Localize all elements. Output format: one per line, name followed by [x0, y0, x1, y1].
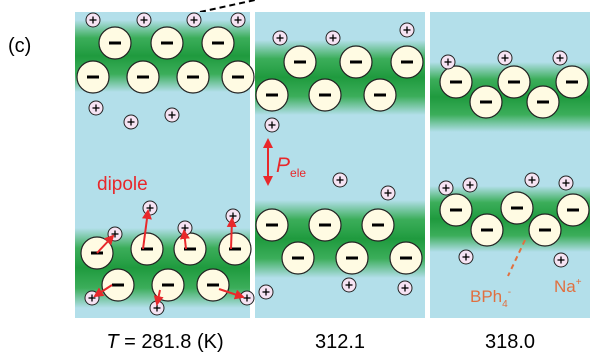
- cation: [398, 281, 412, 295]
- cation: [265, 118, 279, 132]
- anion: [282, 242, 314, 274]
- cation: [559, 176, 573, 190]
- figure: (c) dipole Pele BPh4- Na+ T = 281.8 (K) …: [0, 0, 590, 356]
- cation: [439, 181, 453, 195]
- cation: [326, 31, 340, 45]
- anion: [309, 79, 341, 111]
- anion: [471, 214, 503, 246]
- cation: [187, 13, 201, 27]
- anion: [527, 86, 559, 118]
- cation: [143, 201, 157, 215]
- anion: [219, 233, 251, 265]
- cation: [525, 173, 539, 187]
- dipole-arrow: [231, 219, 232, 249]
- anion: [529, 214, 561, 246]
- cation: [231, 13, 245, 27]
- cation: [259, 285, 273, 299]
- anion: [127, 61, 159, 93]
- anion: [309, 209, 341, 241]
- text: Na: [554, 277, 576, 296]
- cation: [333, 173, 347, 187]
- temperature-label: 318.0: [485, 331, 535, 353]
- superscript: -: [508, 287, 511, 298]
- dipole-label: dipole: [97, 174, 148, 195]
- anion: [174, 233, 206, 265]
- cation: [137, 13, 151, 27]
- anion: [284, 46, 316, 78]
- anion: [177, 61, 209, 93]
- cation: [498, 51, 512, 65]
- anion: [202, 27, 234, 59]
- temperature-label: 312.1: [315, 331, 365, 353]
- text: = 281.8 (K): [124, 331, 224, 353]
- anion: [77, 61, 109, 93]
- cation: [124, 115, 138, 129]
- text: BPh: [470, 287, 502, 306]
- anion: [102, 269, 134, 301]
- anion: [99, 27, 131, 59]
- anion: [390, 242, 422, 274]
- superscript: +: [576, 277, 582, 288]
- anion: [152, 269, 184, 301]
- anion: [340, 46, 372, 78]
- anion: [498, 66, 530, 98]
- anion: [391, 46, 423, 78]
- anion: [256, 79, 288, 111]
- anion: [440, 194, 472, 226]
- anion: [557, 194, 589, 226]
- anion: [131, 233, 163, 265]
- symbol: P: [276, 154, 290, 177]
- cation: [459, 250, 473, 264]
- anion: [501, 192, 533, 224]
- anion: [440, 66, 472, 98]
- cation: [89, 101, 103, 115]
- cation: [553, 51, 567, 65]
- subscript: ele: [290, 166, 306, 180]
- cation: [400, 23, 414, 37]
- anion: [151, 27, 183, 59]
- cation: [381, 186, 395, 200]
- cation: [554, 253, 568, 267]
- cation: [226, 209, 240, 223]
- anion: [470, 86, 502, 118]
- anion: [197, 269, 229, 301]
- cation: [273, 31, 287, 45]
- anion: [556, 66, 588, 98]
- anion: [256, 209, 288, 241]
- cation: [441, 55, 455, 69]
- cation: [342, 278, 356, 292]
- anion: [362, 209, 394, 241]
- cation: [85, 291, 99, 305]
- subscript: 4: [502, 299, 508, 310]
- dashed-line: [200, 0, 255, 12]
- temperature-label: T = 281.8 (K): [106, 331, 223, 353]
- cation: [165, 108, 179, 122]
- anion: [222, 61, 254, 93]
- anion: [364, 79, 396, 111]
- anion: [336, 242, 368, 274]
- figure-label: (c): [8, 35, 31, 57]
- cation: [463, 178, 477, 192]
- symbol: T: [106, 331, 120, 353]
- cation: [240, 291, 254, 305]
- cation: [86, 13, 100, 27]
